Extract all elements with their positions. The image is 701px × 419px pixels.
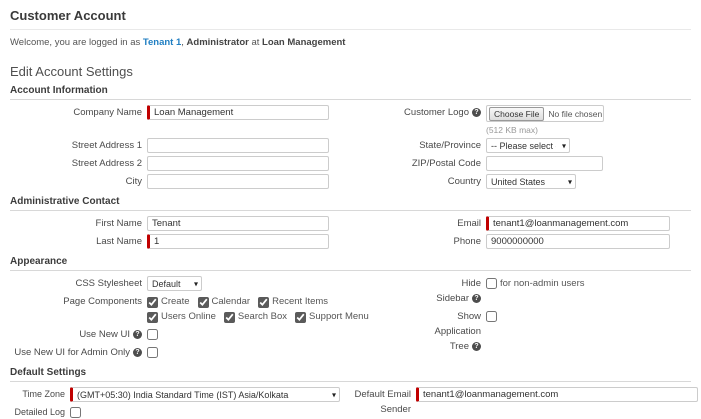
use-new-ui-label: Use New UI? [10,327,147,342]
component-recent-items: Recent Items [258,294,328,309]
component-calendar: Calendar [197,294,250,309]
detailed-log-label: Detailed Log? [14,407,65,417]
street-address-1-input[interactable] [147,138,329,153]
city-label: City [125,176,142,187]
zip-postal-code-label: ZIP/Postal Code [411,158,481,169]
country-select-wrap: United States [486,174,576,189]
company-name-label: Company Name [73,107,142,118]
choose-file-button[interactable]: Choose File [489,106,545,121]
default-email-sender-input[interactable] [416,387,698,402]
state-province-label: State/Province [419,140,481,151]
last-name-input[interactable] [147,234,329,249]
show-application-tree-checkbox[interactable] [486,311,497,322]
support-menu-checkbox[interactable] [295,311,307,323]
tenant-link[interactable]: Tenant 1 [142,37,182,48]
css-stylesheet-select-wrap: Default [147,276,202,291]
help-icon[interactable]: ? [472,342,481,351]
users-online-checkbox[interactable] [147,311,158,323]
street-address-2-label: Street Address 2 [71,158,142,169]
welcome-mid: , [181,37,187,48]
first-name-label: First Name [95,218,142,229]
component-search-box: Search Box [223,309,287,324]
detailed-log-checkbox[interactable] [70,407,81,418]
welcome-at: at [248,37,263,48]
state-province-select[interactable]: -- Please select -- [486,138,570,153]
css-stylesheet-label: CSS Stylesheet [75,278,142,289]
logo-size-hint: (512 KB max) [486,125,538,135]
zip-postal-code-input[interactable] [486,156,603,171]
customer-logo-file-input[interactable]: Choose File No file chosen [486,105,604,122]
state-province-select-wrap: -- Please select -- [486,138,570,153]
calendar-checkbox[interactable] [197,296,209,308]
time-zone-label: Time Zone [22,389,65,399]
component-support-menu: Support Menu [295,309,369,324]
section-title-appearance: Appearance [10,256,691,271]
component-users-online: Users Online [147,309,216,324]
file-status-text: No file chosen [548,108,603,119]
section-appearance: Appearance CSS Stylesheet Default Page C… [10,256,691,363]
edit-account-settings-heading: Edit Account Settings [10,64,133,79]
hide-sidebar-suffix: for non-admin users [500,278,585,289]
last-name-label: Last Name [96,236,142,247]
css-stylesheet-select[interactable]: Default [147,276,202,291]
hide-sidebar-checkbox[interactable] [486,278,497,289]
search-box-checkbox[interactable] [223,311,235,323]
time-zone-select-wrap: (GMT+05:30) India Standard Time (IST) As… [70,387,340,402]
street-address-1-label: Street Address 1 [71,140,142,151]
default-email-sender-label: Default Email Sender [354,389,412,415]
street-address-2-input[interactable] [147,156,329,171]
use-new-ui-checkbox[interactable] [147,329,158,340]
section-title-default-settings: Default Settings [10,367,691,382]
email-label: Email [457,218,481,229]
section-title-account-information: Account Information [10,85,691,100]
use-new-ui-admin-only-label: Use New UI for Admin Only? [10,345,147,360]
page-components-group: Create Calendar Recent Items Users Onlin… [147,294,409,324]
use-new-ui-admin-only-checkbox[interactable] [147,347,158,358]
page-title: Customer Account [10,5,691,30]
welcome-prefix: Welcome, you are logged in as [10,37,143,48]
email-input[interactable] [486,216,670,231]
hide-sidebar-label: Hide Sidebar? [436,278,481,304]
help-icon[interactable]: ? [133,348,142,357]
city-input[interactable] [147,174,329,189]
section-title-administrative-contact: Administrative Contact [10,196,691,211]
create-checkbox[interactable] [147,296,158,308]
page-components-label: Page Components [63,296,142,307]
customer-logo-label: Customer Logo? [352,105,486,120]
show-application-tree-label: Show Application Tree? [434,311,481,352]
phone-label: Phone [453,236,481,247]
section-administrative-contact: Administrative Contact First Name Last N… [10,196,691,252]
company-name-input[interactable] [147,105,329,120]
recent-items-checkbox[interactable] [258,296,270,308]
component-create: Create [147,294,190,309]
section-default-settings: Default Settings Time Zone (GMT+05:30) I… [10,367,698,419]
time-zone-select[interactable]: (GMT+05:30) India Standard Time (IST) As… [70,387,340,402]
help-icon[interactable]: ? [472,108,481,117]
country-select[interactable]: United States [486,174,576,189]
help-icon[interactable]: ? [472,294,481,303]
role-text: Administrator [186,37,249,48]
help-icon[interactable]: ? [133,330,142,339]
phone-input[interactable] [486,234,670,249]
company-text: Loan Management [262,37,346,48]
country-label: Country [447,176,481,187]
first-name-input[interactable] [147,216,329,231]
section-account-information: Account Information Company Name Custome… [10,85,691,192]
welcome-text: Welcome, you are logged in as Tenant 1, … [10,37,691,48]
